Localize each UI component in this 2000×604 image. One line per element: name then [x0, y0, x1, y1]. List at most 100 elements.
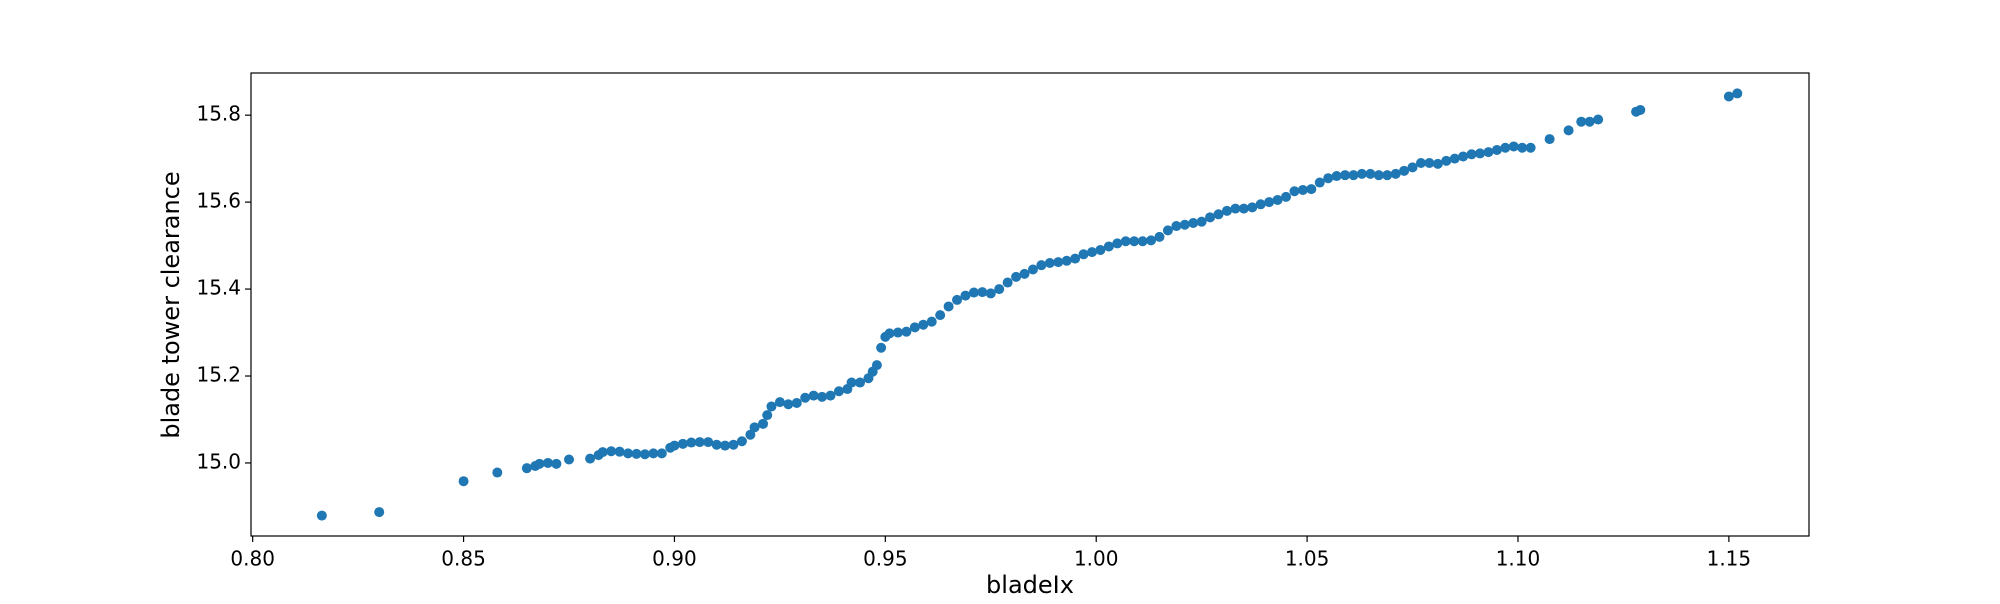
point: [1723, 91, 1734, 102]
point: [1399, 165, 1410, 176]
point: [1162, 225, 1173, 236]
x-tick-label: 1.05: [1285, 547, 1330, 571]
point: [1544, 134, 1555, 145]
point: [1086, 247, 1097, 258]
point: [564, 454, 575, 465]
point: [1213, 209, 1224, 220]
point: [985, 288, 996, 299]
point: [855, 377, 866, 388]
point: [817, 391, 828, 402]
point: [1255, 199, 1266, 210]
point: [1112, 238, 1123, 249]
x-tick-label: 0.95: [863, 547, 908, 571]
point: [952, 294, 963, 305]
y-tick-label: 15.8: [196, 102, 241, 126]
point: [711, 439, 722, 450]
point: [1563, 125, 1574, 136]
point: [1732, 88, 1743, 99]
plot-frame: [250, 72, 1810, 537]
point: [960, 290, 971, 301]
point: [694, 437, 705, 448]
point: [871, 360, 882, 371]
point: [892, 327, 903, 338]
y-tick-label: 15.6: [196, 189, 241, 213]
point: [720, 440, 731, 451]
point: [1053, 257, 1064, 268]
point: [994, 284, 1005, 295]
y-tick-label: 15.0: [196, 449, 241, 473]
point: [825, 390, 836, 401]
point: [1331, 171, 1342, 182]
point: [1500, 142, 1511, 153]
point: [1635, 104, 1646, 115]
point: [374, 507, 385, 518]
point: [1365, 168, 1376, 179]
point: [1415, 157, 1426, 168]
point: [1373, 170, 1384, 181]
point: [631, 448, 642, 459]
y-tick-label: 15.4: [196, 276, 241, 300]
point: [1095, 244, 1106, 255]
point: [745, 429, 756, 440]
point: [316, 510, 327, 521]
point: [677, 438, 688, 449]
point: [791, 397, 802, 408]
point: [1491, 144, 1502, 155]
point: [918, 319, 929, 330]
point: [542, 457, 553, 468]
point: [728, 439, 739, 450]
point: [623, 448, 634, 459]
point: [703, 437, 714, 448]
point: [909, 322, 920, 333]
point: [597, 447, 608, 458]
point: [1584, 116, 1595, 127]
point: [943, 301, 954, 312]
point: [1205, 212, 1216, 223]
point: [1196, 216, 1207, 227]
point: [639, 449, 650, 460]
x-tick-label: 1.10: [1496, 547, 1541, 571]
point: [1011, 271, 1022, 282]
x-tick-label: 0.80: [230, 547, 275, 571]
point: [1171, 221, 1182, 232]
point: [1221, 205, 1232, 216]
point: [1272, 194, 1283, 205]
point: [749, 422, 760, 433]
point: [935, 310, 946, 321]
point: [534, 458, 545, 469]
point: [808, 390, 819, 401]
point: [800, 392, 811, 403]
point: [656, 448, 667, 459]
point: [1019, 268, 1030, 279]
point: [1340, 170, 1351, 181]
point: [1525, 142, 1536, 153]
point: [901, 326, 912, 337]
point: [1576, 116, 1587, 127]
point: [1188, 217, 1199, 228]
point: [1078, 249, 1089, 260]
point: [1289, 186, 1300, 197]
point: [1508, 141, 1519, 152]
point: [1027, 264, 1038, 275]
point: [1323, 173, 1334, 184]
point: [1306, 184, 1317, 195]
point: [1070, 253, 1081, 264]
y-axis-label: blade tower clearance: [157, 171, 185, 438]
point: [669, 440, 680, 451]
point: [1441, 155, 1452, 166]
point: [1314, 177, 1325, 188]
point: [1475, 148, 1486, 159]
point: [1036, 260, 1047, 271]
point: [783, 399, 794, 410]
point: [614, 446, 625, 457]
point: [1297, 184, 1308, 195]
point: [1061, 255, 1072, 266]
x-tick-label: 1.15: [1707, 547, 1752, 571]
point: [648, 448, 659, 459]
point: [521, 463, 532, 474]
point: [551, 458, 562, 469]
point: [968, 287, 979, 298]
point: [1103, 241, 1114, 252]
